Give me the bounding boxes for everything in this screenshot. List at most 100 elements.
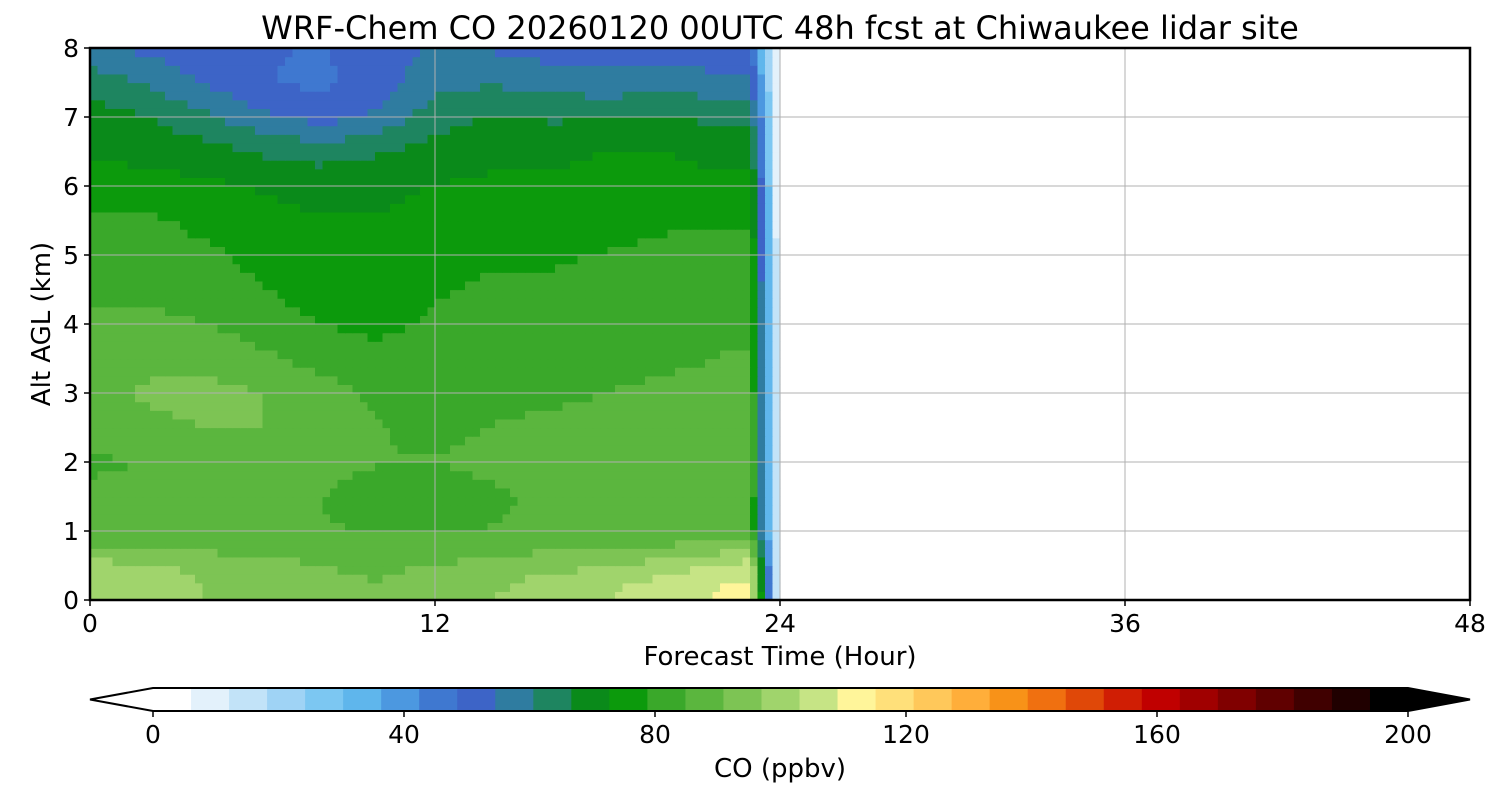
heatmap-cell <box>607 341 616 351</box>
heatmap-cell <box>442 194 451 204</box>
heatmap-cell <box>292 125 301 135</box>
heatmap-cell <box>712 142 721 153</box>
heatmap-cell <box>330 194 339 204</box>
heatmap-cell <box>390 332 399 342</box>
heatmap-cell <box>330 367 339 377</box>
heatmap-cell <box>112 565 121 575</box>
heatmap-cell <box>165 142 174 153</box>
heatmap-cell <box>532 384 541 394</box>
heatmap-cell <box>382 349 391 360</box>
heatmap-cell <box>585 574 594 584</box>
heatmap-cell <box>375 470 384 480</box>
heatmap-cell <box>315 255 324 265</box>
heatmap-cell <box>195 496 204 506</box>
heatmap-cell <box>97 539 106 549</box>
heatmap-cell <box>705 134 714 144</box>
heatmap-cell <box>540 539 549 549</box>
heatmap-cell <box>472 177 481 187</box>
heatmap-cell <box>600 298 609 308</box>
heatmap-cell <box>435 513 444 523</box>
heatmap-cell <box>480 194 489 204</box>
heatmap-cell <box>135 427 144 437</box>
heatmap-cell <box>420 375 429 385</box>
heatmap-cell <box>727 522 736 532</box>
heatmap-cell <box>442 220 451 230</box>
heatmap-cell <box>285 444 294 454</box>
heatmap-cell <box>540 393 549 403</box>
heatmap-cell <box>217 565 226 575</box>
heatmap-cell <box>637 487 646 498</box>
heatmap-cell <box>217 324 226 334</box>
heatmap-cell <box>660 505 669 515</box>
heatmap-cell <box>727 531 736 541</box>
heatmap-cell <box>412 358 421 368</box>
heatmap-cell <box>630 367 639 377</box>
heatmap-cell <box>187 470 196 480</box>
heatmap-cell <box>637 384 646 394</box>
heatmap-cell <box>607 349 616 360</box>
heatmap-cell <box>330 177 339 187</box>
heatmap-cell <box>217 341 226 351</box>
heatmap-cell <box>157 367 166 377</box>
heatmap-cell <box>555 418 564 429</box>
heatmap-cell <box>180 582 189 592</box>
heatmap-cell <box>427 220 436 230</box>
heatmap-cell <box>255 565 264 575</box>
heatmap-cell <box>232 522 241 532</box>
heatmap-cell <box>270 263 279 273</box>
heatmap-cell <box>502 539 511 549</box>
heatmap-cell <box>172 134 181 144</box>
heatmap-cell <box>727 462 736 472</box>
heatmap-cell <box>307 522 316 532</box>
heatmap-cell <box>412 315 421 325</box>
heatmap-cell <box>630 556 639 567</box>
heatmap-cell <box>247 160 256 170</box>
heatmap-cell <box>652 194 661 204</box>
heatmap-cell <box>382 341 391 351</box>
heatmap-cell <box>90 194 99 204</box>
heatmap-cell <box>592 160 601 170</box>
heatmap-cell <box>292 341 301 351</box>
heatmap-cell <box>172 487 181 498</box>
heatmap-cell <box>105 418 114 429</box>
heatmap-cell <box>705 582 714 592</box>
heatmap-cell <box>427 418 436 429</box>
heatmap-cell <box>735 444 744 454</box>
heatmap-cell <box>382 444 391 454</box>
heatmap-cell <box>105 142 114 153</box>
heatmap-cell <box>750 229 759 239</box>
heatmap-cell <box>765 496 774 506</box>
heatmap-cell <box>457 315 466 325</box>
heatmap-cell <box>420 487 429 498</box>
heatmap-cell <box>375 427 384 437</box>
heatmap-cell <box>675 479 684 489</box>
heatmap-cell <box>517 168 526 178</box>
heatmap-cell <box>487 263 496 273</box>
heatmap-cell <box>765 298 774 308</box>
heatmap-cell <box>420 582 429 592</box>
heatmap-cell <box>727 496 736 506</box>
heatmap-cell <box>427 349 436 360</box>
heatmap-cell <box>577 565 586 575</box>
heatmap-cell <box>412 151 421 161</box>
heatmap-cell <box>165 479 174 489</box>
heatmap-cell <box>705 444 714 454</box>
heatmap-cell <box>97 142 106 153</box>
heatmap-cell <box>667 418 676 429</box>
heatmap-cell <box>135 487 144 498</box>
heatmap-cell <box>645 168 654 178</box>
heatmap-cell <box>120 556 129 567</box>
heatmap-cell <box>450 151 459 161</box>
heatmap-cell <box>660 401 669 411</box>
heatmap-cell <box>150 125 159 135</box>
heatmap-cell <box>540 220 549 230</box>
heatmap-cell <box>172 315 181 325</box>
heatmap-cell <box>202 263 211 273</box>
heatmap-cell <box>480 229 489 239</box>
heatmap-cell <box>172 289 181 299</box>
heatmap-cell <box>127 263 136 273</box>
heatmap-cell <box>742 220 751 230</box>
heatmap-cell <box>397 591 406 600</box>
heatmap-cell <box>300 401 309 411</box>
heatmap-cell <box>682 436 691 446</box>
